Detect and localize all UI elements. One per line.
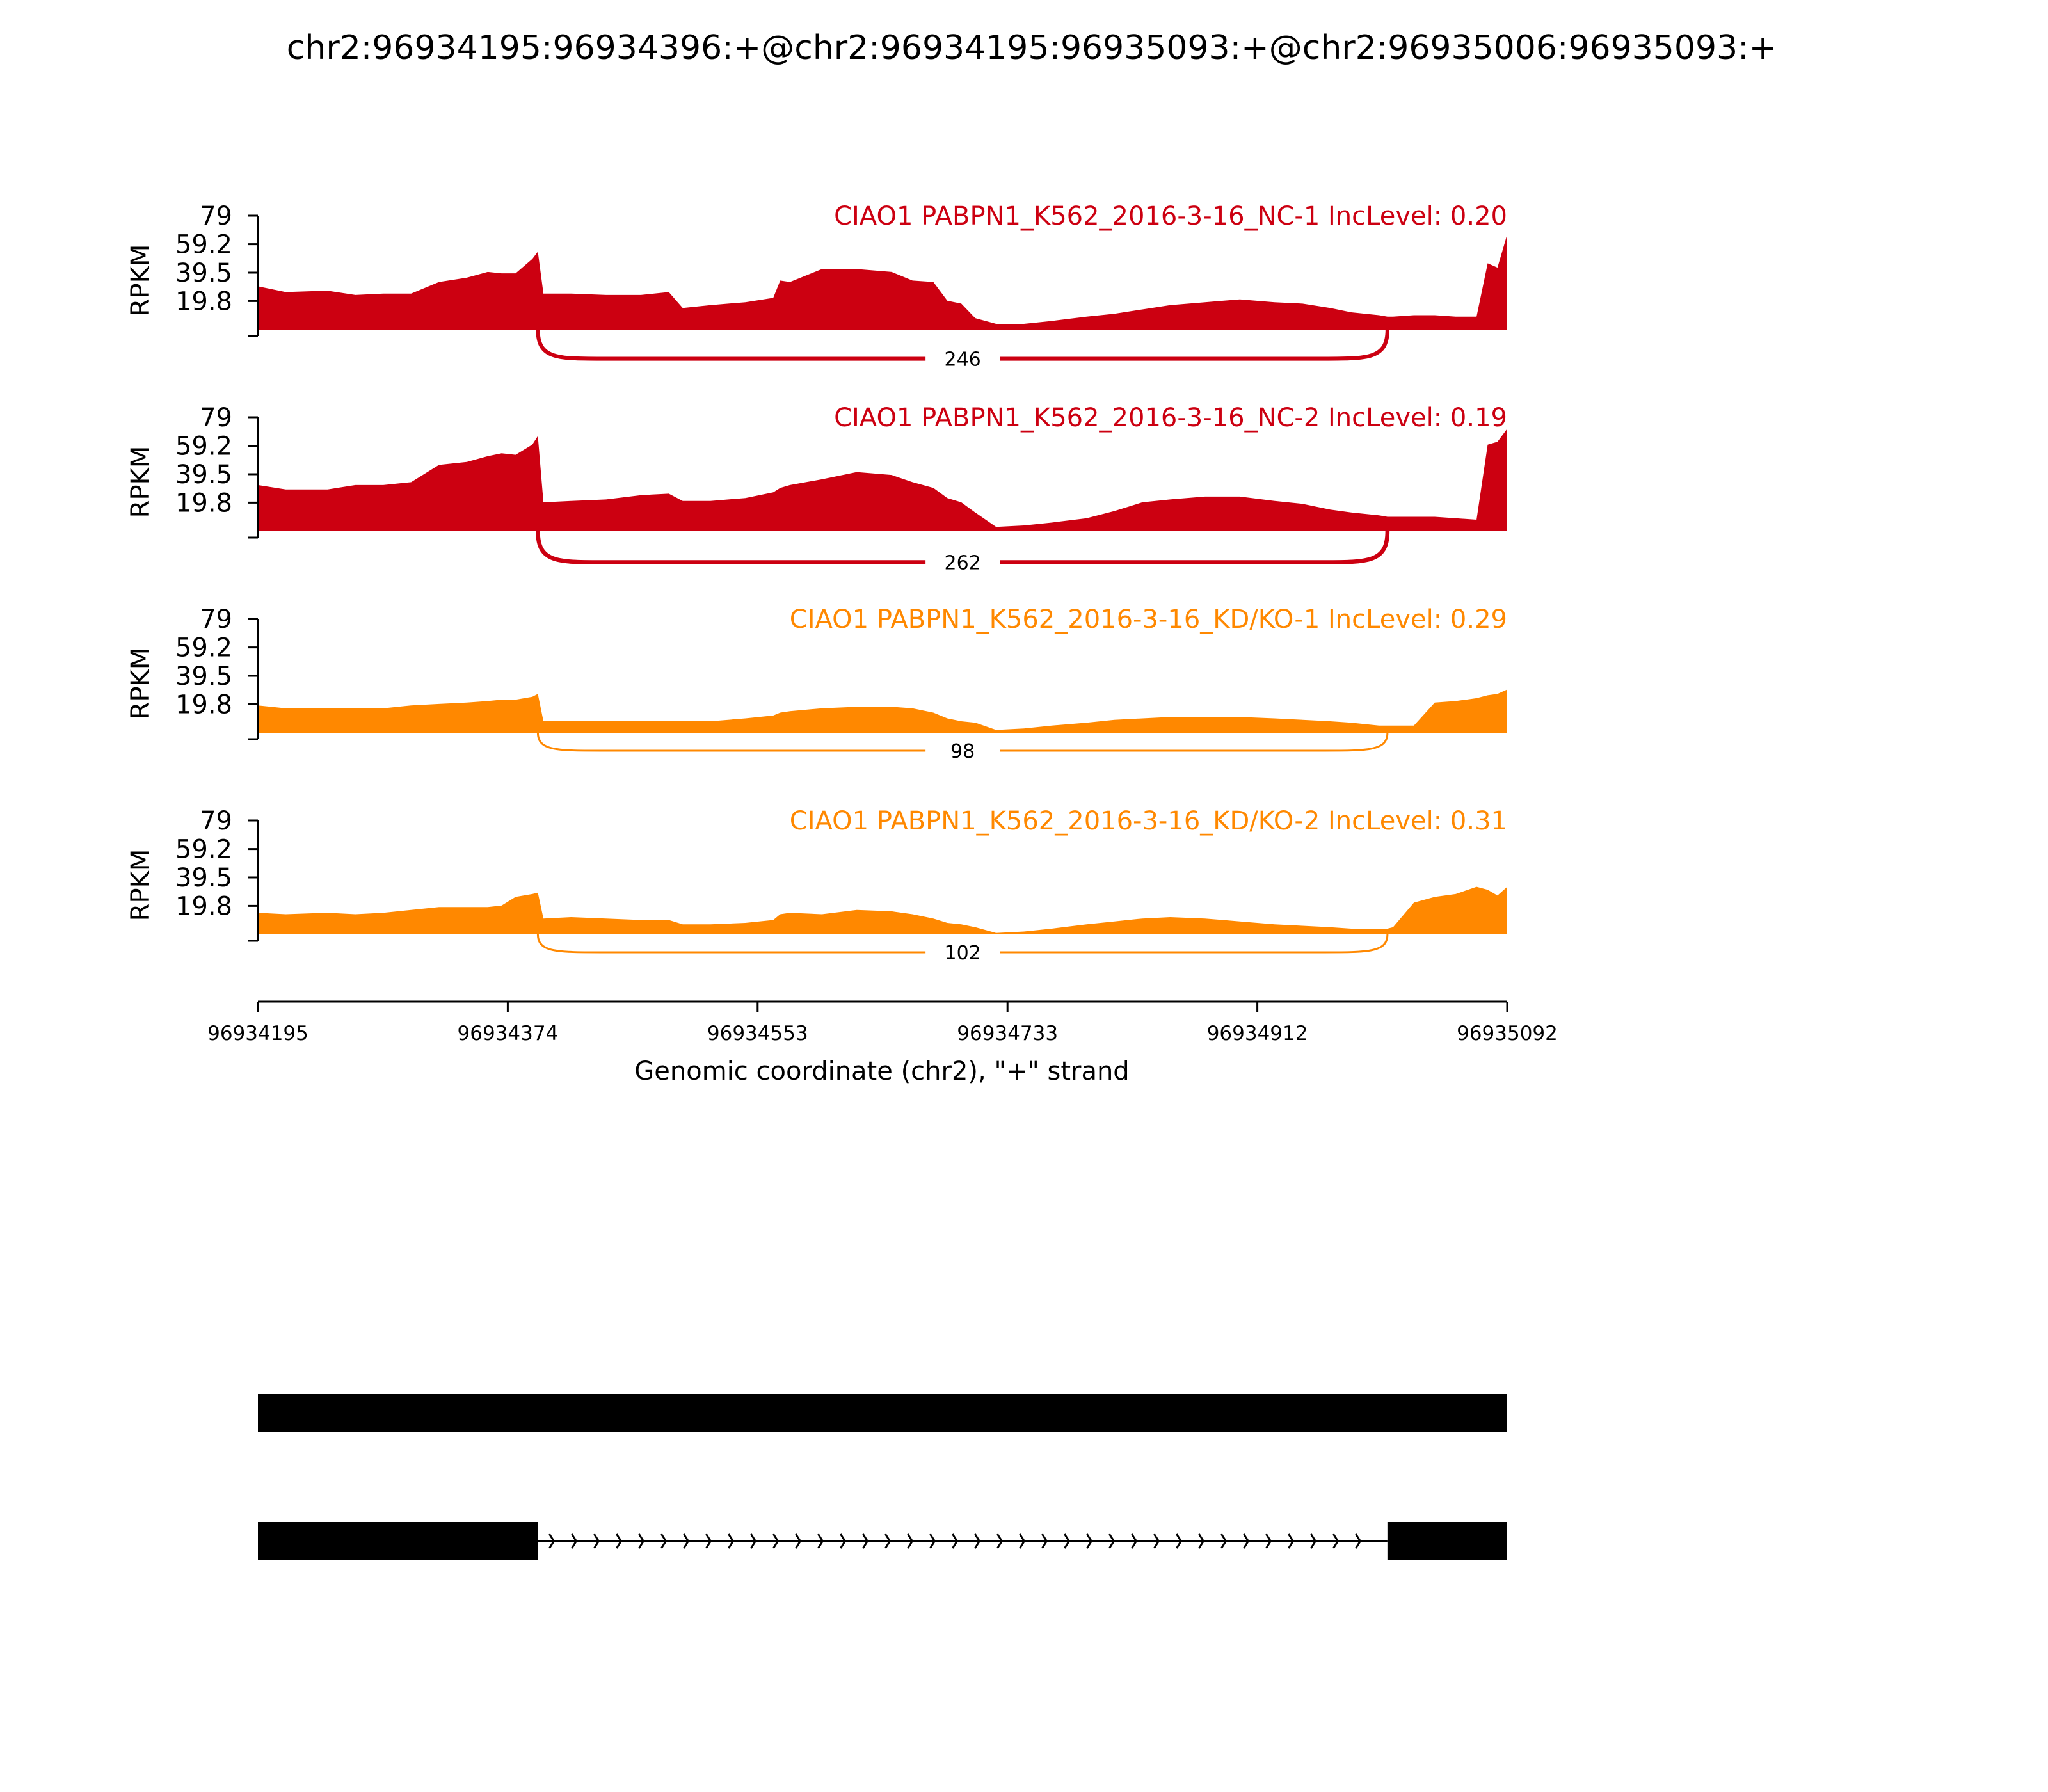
junction-label-box [925,738,1000,764]
y-tick-label: 39.5 [175,460,232,490]
strand-arrow [817,1533,824,1549]
strand-arrow [952,1533,959,1549]
exon-block [258,1522,538,1560]
strand-arrow [929,1533,936,1549]
strand-arrow [907,1533,914,1549]
y-tick-label: 59.2 [175,835,232,865]
strand-arrow [1220,1533,1228,1549]
y-axis-label: RPKM [126,648,156,720]
strand-arrow [772,1533,780,1549]
junction-count-label: 98 [950,740,975,763]
y-tick-label: 19.8 [175,690,232,719]
junction-label-box [925,549,1000,575]
coverage-area [258,429,1507,531]
sample-label: CIAO1 PABPN1_K562_2016-3-16_KD/KO-1 IncL… [790,605,1507,634]
y-tick-label: 19.8 [175,488,232,518]
strand-arrow [1310,1533,1317,1549]
y-tick-label: 39.5 [175,662,232,691]
y-tick-label: 59.2 [175,432,232,461]
y-tick-label: 79 [200,202,232,231]
strand-arrow [1243,1533,1250,1549]
strand-arrow [1332,1533,1340,1549]
strand-arrow [1019,1533,1026,1549]
x-tick-label: 96934374 [458,1022,559,1045]
strand-arrow [616,1533,623,1549]
strand-arrow [1288,1533,1295,1549]
x-tick-label: 96934195 [207,1022,308,1045]
strand-arrow [862,1533,869,1549]
strand-arrow [660,1533,668,1549]
strand-arrow [683,1533,690,1549]
strand-arrow [840,1533,847,1549]
y-tick-label: 79 [200,806,232,836]
strand-arrow [728,1533,735,1549]
strand-arrow [1198,1533,1205,1549]
y-tick-label: 79 [200,605,232,634]
x-axis: 96934195 96934374 96934553 96934733 96934912… [207,1000,1558,1086]
strand-arrow [705,1533,712,1549]
strand-arrow [638,1533,645,1549]
x-axis-label: Genomic coordinate (chr2), "+" strand [634,1057,1129,1086]
strand-arrow [1355,1533,1362,1549]
strand-arrow [1265,1533,1272,1549]
strand-arrow [1108,1533,1116,1549]
x-tick-label: 96934553 [707,1022,808,1045]
strand-arrow [593,1533,600,1549]
y-tick-label: 19.8 [175,892,232,921]
exon-block [1387,1522,1507,1560]
coverage-area [258,886,1507,934]
y-tick-label: 19.8 [175,287,232,316]
strand-arrow [750,1533,757,1549]
strand-arrow [571,1533,578,1549]
sample-label: CIAO1 PABPN1_K562_2016-3-16_NC-1 IncLeve… [834,202,1507,231]
strand-arrow [548,1533,556,1549]
junction-count-label: 102 [944,942,980,964]
gene-model-row [258,1394,1507,1432]
y-tick-label: 79 [200,403,232,433]
strand-arrow [884,1533,892,1549]
y-tick-label: 39.5 [175,259,232,288]
exon-block [258,1394,1507,1432]
chart-title: chr2:96934195:96934396:+@chr2:96934195:9… [287,29,1777,67]
junction-count-label: 246 [944,349,980,371]
strand-arrow [1176,1533,1183,1549]
strand-arrow [974,1533,981,1549]
strand-arrow [1131,1533,1138,1549]
x-tick-label: 96935092 [1457,1022,1558,1045]
sample-label: CIAO1 PABPN1_K562_2016-3-16_NC-2 IncLeve… [834,403,1507,433]
strand-arrow [996,1533,1004,1549]
junction-count-label: 262 [944,552,980,575]
coverage-area [258,234,1507,330]
y-tick-label: 39.5 [175,863,232,893]
y-tick-label: 59.2 [175,634,232,663]
gene-models [258,1394,1507,1560]
y-axis-label: RPKM [126,244,156,317]
y-axis-label: RPKM [126,849,156,922]
gene-model-row [258,1522,1507,1560]
strand-arrow [1153,1533,1160,1549]
coverage-area [258,689,1507,733]
strand-arrow [1064,1533,1071,1549]
junction-label-box [925,346,1000,372]
y-axis-label: RPKM [126,446,156,518]
sample-label: CIAO1 PABPN1_K562_2016-3-16_KD/KO-2 IncL… [790,806,1507,836]
strand-arrow [795,1533,802,1549]
y-tick-label: 59.2 [175,230,232,260]
x-tick-label: 96934733 [957,1022,1058,1045]
strand-arrow [1041,1533,1048,1549]
strand-arrow [1086,1533,1093,1549]
junction-label-box [925,940,1000,965]
x-tick-label: 96934912 [1207,1022,1308,1045]
